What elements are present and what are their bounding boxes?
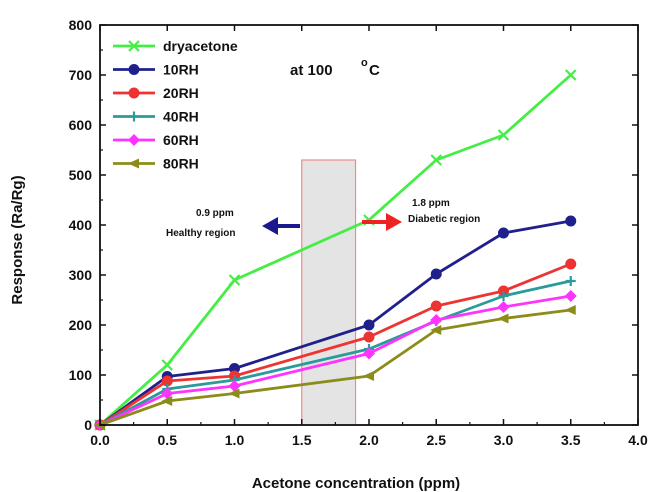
point-marker <box>363 319 375 331</box>
legend-label: dryacetone <box>163 38 238 54</box>
healthy-ppm: 0.9 ppm <box>196 208 234 219</box>
x-tick-label: 1.0 <box>225 432 245 448</box>
point-marker <box>430 325 442 335</box>
x-tick-label: 3.0 <box>494 432 514 448</box>
y-tick-label: 400 <box>69 217 93 233</box>
y-tick-label: 500 <box>69 167 93 183</box>
diabetic-label: Diabetic region <box>408 214 480 225</box>
x-tick-label: 4.0 <box>628 432 648 448</box>
legend-label: 60RH <box>163 132 199 148</box>
point-marker <box>564 290 577 302</box>
point-marker <box>128 40 140 52</box>
legend-label: 40RH <box>163 109 199 125</box>
point-marker <box>128 134 140 146</box>
point-marker <box>565 276 576 286</box>
y-tick-label: 800 <box>69 17 93 33</box>
point-marker <box>565 258 577 270</box>
diabetic-annotation: 1.8 ppm Diabetic region <box>362 198 480 231</box>
healthy-label: Healthy region <box>166 228 235 239</box>
series-layer <box>94 69 577 431</box>
legend-label: 80RH <box>163 156 199 172</box>
x-tick-label: 0.0 <box>90 432 110 448</box>
y-tick-label: 300 <box>69 267 93 283</box>
point-marker <box>128 64 140 75</box>
shaded-region <box>301 159 357 426</box>
y-tick-label: 200 <box>69 317 93 333</box>
x-tick-label: 0.5 <box>158 432 178 448</box>
x-tick-label: 2.0 <box>359 432 379 448</box>
point-marker <box>497 301 510 313</box>
point-marker <box>564 305 576 315</box>
point-marker <box>498 291 509 301</box>
point-marker <box>565 215 577 227</box>
point-marker <box>363 371 374 381</box>
point-marker <box>228 388 240 399</box>
point-marker <box>128 87 140 99</box>
y-tick-label: 600 <box>69 117 93 133</box>
x-tick-label: 1.5 <box>292 432 312 448</box>
point-marker <box>161 387 174 400</box>
point-marker <box>430 268 442 280</box>
point-marker <box>128 158 139 169</box>
x-tick-label: 2.5 <box>427 432 447 448</box>
point-marker <box>497 129 510 141</box>
point-marker <box>430 314 443 326</box>
healthy-arrow-icon <box>262 217 278 235</box>
x-tick-label: 3.5 <box>561 432 581 448</box>
diabetic-arrow-icon <box>386 213 402 231</box>
point-marker <box>228 274 241 286</box>
legend-label: 20RH <box>163 85 199 101</box>
point-marker <box>564 69 577 81</box>
y-tick-label: 100 <box>69 367 93 383</box>
x-axis-label: Acetone concentration (ppm) <box>252 475 460 492</box>
legend-label: 10RH <box>163 62 199 78</box>
y-tick-label: 0 <box>84 417 92 433</box>
y-tick-label: 700 <box>69 67 93 83</box>
point-marker <box>228 380 241 392</box>
point-marker <box>430 154 443 166</box>
point-marker <box>430 300 442 312</box>
point-marker <box>363 331 375 343</box>
temperature-unit: C <box>369 62 380 79</box>
healthy-annotation: 0.9 ppm Healthy region <box>166 208 300 239</box>
point-marker <box>129 111 139 122</box>
point-marker <box>363 347 375 360</box>
diabetic-ppm: 1.8 ppm <box>412 198 450 209</box>
degree-mark: o <box>361 57 368 69</box>
point-marker <box>498 227 509 239</box>
legend: dryacetone 10RH 20RH 40RH 60RH 80RH <box>113 38 238 172</box>
temperature-annotation: at 100 o C <box>290 57 380 79</box>
point-marker <box>161 396 173 406</box>
point-marker <box>497 313 509 324</box>
region-layer <box>301 159 357 426</box>
axis-layer: 0.0 0.5 1.0 1.5 2.0 2.5 3.0 3.5 4.0 0 100 200 300 400… <box>69 17 648 448</box>
temperature-text: at 100 <box>290 62 333 79</box>
y-axis-label: Response (Ra/Rg) <box>9 175 26 304</box>
point-marker <box>161 359 174 371</box>
